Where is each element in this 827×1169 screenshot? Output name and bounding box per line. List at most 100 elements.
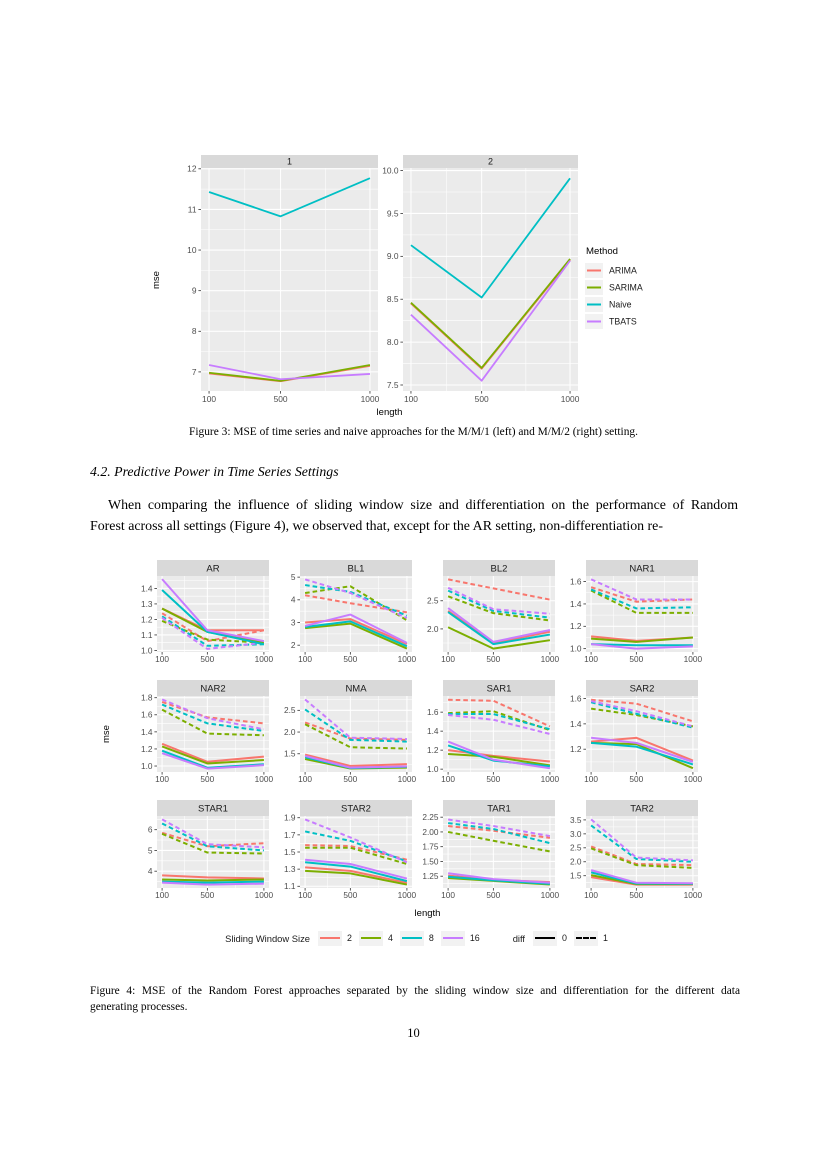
legend-label-diff-1: 1 — [602, 933, 608, 943]
y-tick-label: 1.50 — [422, 856, 439, 866]
facet-panel-2: 2 7.5 8.0 8.5 9.0 9.5 10.0 100 500 1000 — [382, 155, 580, 404]
page-number: 10 — [407, 1026, 420, 1040]
series-line-w4-diff1 — [304, 723, 407, 750]
y-tick-label: 4 — [148, 866, 153, 876]
series-line-w2-diff0 — [305, 866, 408, 884]
legend-title-method: Method — [586, 246, 618, 257]
y-tick-label: 1.9 — [284, 813, 296, 823]
x-tick-label: 100 — [441, 774, 455, 784]
series-line-w8-diff0 — [591, 741, 694, 766]
y-tick-label: 1.6 — [570, 693, 582, 703]
y-tick-label: 1.0 — [570, 644, 582, 654]
series-line-w2-diff1 — [447, 578, 551, 601]
series-line-w8-diff1 — [447, 822, 551, 845]
y-tick-label: 4 — [291, 595, 296, 605]
series-line-w8-diff0 — [447, 611, 551, 646]
series-line-w2-diff1 — [304, 594, 408, 614]
series-line-w4-diff0 — [448, 752, 551, 767]
y-tick-label: 1.0 — [141, 761, 153, 771]
y-tick-label: 9 — [192, 286, 197, 296]
y-tick-label: 7 — [192, 367, 197, 377]
y-tick-label: 1.5 — [284, 847, 296, 857]
series-line-w16-diff0 — [590, 869, 693, 885]
series-line-w2-diff1 — [590, 845, 693, 867]
series-line-w8-diff1 — [590, 588, 693, 610]
x-tick-label: 100 — [155, 890, 169, 900]
facet-panel-1: 1 7 8 9 10 11 12 100 500 1000 — [187, 155, 380, 404]
series-line-w4-diff0 — [591, 636, 693, 643]
legend-label-window-16: 16 — [469, 933, 480, 943]
x-tick-label: 500 — [200, 774, 214, 784]
y-tick-label: 1.2 — [427, 745, 439, 755]
series-line-w16-diff1 — [590, 818, 693, 862]
facet-panel-TAR1: TAR1 1.25 1.50 1.75 2.00 2.25 100 500 1000 — [422, 800, 560, 900]
y-tick-label: 1.7 — [284, 830, 296, 840]
y-tick-label: 8 — [192, 326, 197, 336]
series-line-w8-diff1 — [590, 701, 694, 729]
y-tick-label: 1.3 — [284, 864, 296, 874]
series-line-w4-diff1 — [161, 832, 264, 855]
series-line-w8-diff0 — [304, 620, 408, 648]
y-tick-label: 8.0 — [387, 337, 399, 347]
series-line-w16-diff0 — [447, 740, 551, 770]
figure-4-legend: Sliding Window Size 2 4 8 16 diff 0 1 — [95, 926, 745, 950]
series-line-w4-diff1 — [590, 589, 693, 614]
facet-title: AR — [206, 564, 219, 575]
x-tick-label: 1000 — [255, 890, 274, 900]
x-tick-label: 500 — [343, 890, 357, 900]
facet-panel-AR: AR 1.0 1.1 1.2 1.3 1.4 100 500 1000 — [141, 560, 274, 664]
series-line-w4-diff1 — [304, 585, 408, 622]
facet-panel-NMA: NMA 1.5 2.0 2.5 100 500 1000 — [284, 680, 417, 784]
body-paragraph-line2: Forest across all settings (Figure 4), w… — [90, 519, 663, 534]
series-line-w16-diff1 — [161, 698, 265, 731]
legend-label-window-8: 8 — [428, 933, 434, 943]
x-tick-label: 1000 — [255, 654, 274, 664]
legend-key-window-16-line-icon — [440, 930, 465, 946]
series-line-w2-diff1 — [161, 612, 265, 643]
facet-panel-SAR1: SAR1 1.0 1.2 1.4 1.6 100 500 1000 — [427, 680, 560, 784]
series-line-w4-diff1 — [447, 595, 551, 622]
y-tick-label: 2.0 — [427, 624, 439, 634]
facet-panel-NAR2: NAR2 1.0 1.2 1.4 1.6 1.8 100 500 1000 — [141, 680, 274, 784]
x-tick-label: 500 — [200, 890, 214, 900]
series-line-w16-diff1 — [304, 578, 408, 619]
y-tick-label: 1.2 — [141, 614, 153, 624]
x-tick-label: 100 — [404, 394, 418, 404]
y-tick-label: 1.5 — [570, 871, 582, 881]
series-line-w2-diff1 — [161, 831, 264, 848]
series-line-w4-diff0 — [447, 626, 551, 650]
facet-title: STAR1 — [198, 804, 228, 815]
legend-title-diff: diff — [512, 932, 526, 944]
series-line-w4-diff0 — [161, 745, 264, 765]
x-tick-label: 1000 — [398, 654, 417, 664]
y-tick-label: 1.6 — [427, 707, 439, 717]
series-line-w16-diff1 — [447, 714, 551, 735]
section-heading: 4.2. Predictive Power in Time Series Set… — [90, 464, 339, 479]
x-tick-label: 100 — [584, 890, 598, 900]
series-line-w16-diff1 — [161, 818, 264, 849]
facet-title: SAR2 — [630, 684, 655, 695]
y-tick-label: 1.75 — [422, 842, 439, 852]
series-line-w16-diff1 — [304, 818, 408, 864]
facet-panel-BL1: BL1 2 3 4 5 100 500 1000 — [291, 560, 417, 664]
legend-item-diff-0: 0 — [533, 930, 567, 946]
y-tick-label: 1.6 — [141, 710, 153, 720]
y-tick-label: 2.00 — [422, 827, 439, 837]
series-line-w4-diff0 — [162, 878, 264, 882]
y-axis-title: mse — [151, 271, 162, 289]
x-tick-label: 1000 — [684, 774, 703, 784]
y-tick-label: 12 — [187, 164, 197, 174]
series-line-w8-diff0 — [161, 589, 265, 646]
y-tick-label: 6 — [148, 825, 153, 835]
series-line-w8-diff0 — [448, 875, 550, 885]
body-paragraph-line1: When comparing the influence of sliding … — [108, 498, 738, 513]
series-line-SARIMA — [208, 364, 371, 382]
facet-title: 1 — [287, 157, 292, 167]
x-tick-label: 100 — [298, 654, 312, 664]
facet-title: NMA — [345, 684, 367, 695]
series-line-w16-diff0 — [304, 858, 408, 880]
x-tick-label: 1000 — [541, 774, 560, 784]
series-line-w8-diff1 — [447, 589, 551, 619]
y-tick-label: 1.4 — [141, 727, 153, 737]
